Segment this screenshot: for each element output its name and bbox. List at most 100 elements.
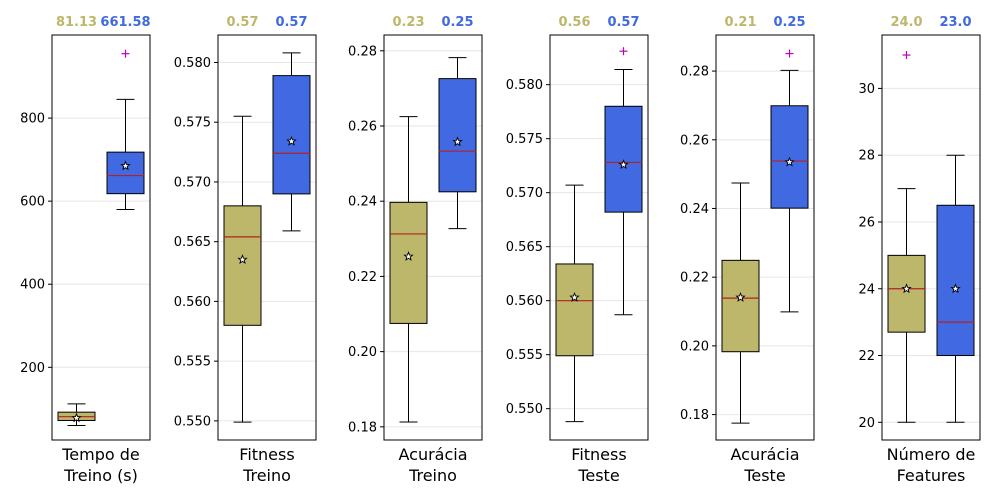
- axes-frame: [51, 34, 151, 441]
- y-tick-label: 30: [858, 82, 875, 97]
- box-iqr: [389, 201, 428, 324]
- y-tick-label: 0.22: [680, 271, 709, 286]
- x-axis-label-line: Treino: [408, 466, 457, 485]
- y-tick-label: 0.22: [348, 270, 377, 285]
- y-tick-label: 0.26: [680, 133, 709, 148]
- mean-marker: [569, 291, 580, 302]
- mean-marker: [950, 283, 961, 294]
- outlier-marker: [902, 51, 911, 60]
- y-tick-label: 0.550: [174, 414, 211, 429]
- y-tick-label: 0.570: [174, 175, 211, 190]
- median-value-label: 0.25: [773, 15, 805, 30]
- box-iqr: [223, 205, 262, 326]
- x-axis-label: Tempo de Treino (s): [61, 445, 140, 485]
- y-tick-label: 0.18: [348, 420, 377, 435]
- y-tick-label: 0.580: [506, 78, 543, 93]
- y-tick-label: 22: [858, 349, 875, 364]
- y-tick-label: 0.565: [506, 240, 543, 255]
- x-axis-label-line: Teste: [743, 466, 785, 485]
- y-tick-label: 26: [858, 215, 875, 230]
- axes-frame: [549, 34, 649, 441]
- outlier-marker: [785, 49, 794, 58]
- y-tick-label: 0.20: [348, 345, 377, 360]
- y-tick-label: 0.560: [174, 295, 211, 310]
- y-tick-label: 800: [20, 112, 45, 127]
- y-tick-label: 0.555: [506, 348, 543, 363]
- axes-frame: [383, 34, 483, 441]
- y-tick-label: 0.570: [506, 186, 543, 201]
- box-iqr: [106, 151, 145, 195]
- x-axis-label: Acurácia Teste: [730, 445, 799, 485]
- x-axis-label-line: Teste: [577, 466, 619, 485]
- median-value-label: 0.57: [607, 15, 639, 30]
- median-value-label: 661.58: [100, 15, 150, 30]
- y-tick-label: 20: [858, 416, 875, 431]
- outlier-marker: [121, 49, 130, 58]
- y-tick-label: 0.575: [506, 132, 543, 147]
- median-value-label: 0.23: [392, 15, 424, 30]
- mean-marker: [784, 156, 795, 167]
- axes-frame: [217, 34, 317, 441]
- box-iqr: [272, 75, 311, 195]
- box-iqr: [936, 204, 975, 357]
- y-tick-label: 0.20: [680, 339, 709, 354]
- x-axis-label-line: Acurácia: [730, 445, 799, 464]
- outlier-marker: [619, 47, 628, 56]
- y-tick-label: 0.575: [174, 116, 211, 131]
- chart-panel-1: 81.13 661.58 200 400 600 800 Tempo de Treino (s…: [20, 15, 150, 485]
- y-tick-label: 0.565: [174, 235, 211, 250]
- y-tick-label: 0.555: [174, 355, 211, 370]
- x-axis-label-line: Fitness: [239, 445, 294, 464]
- box-iqr: [555, 263, 594, 357]
- chart-panel-4: 0.56 0.57 0.550 0.555 0.560 0.565 0.570 0.575 0.…: [506, 15, 649, 485]
- mean-marker: [403, 251, 414, 261]
- x-axis-label: Fitness Treino: [239, 445, 294, 485]
- x-axis-label: Fitness Teste: [571, 445, 626, 485]
- y-tick-label: 600: [20, 195, 45, 210]
- mean-marker: [71, 412, 82, 423]
- median-value-label: 81.13: [56, 15, 97, 30]
- y-tick-label: 400: [20, 278, 45, 293]
- median-value-label: 0.57: [275, 15, 307, 30]
- median-value-label: 0.57: [226, 15, 258, 30]
- y-tick-label: 0.28: [680, 65, 709, 80]
- y-tick-label: 24: [858, 282, 875, 297]
- mean-marker: [452, 136, 463, 147]
- y-tick-label: 0.28: [348, 44, 377, 59]
- chart-panel-5: 0.21 0.25 0.18 0.20 0.22 0.24 0.26 0.28 Acurácia…: [680, 15, 815, 485]
- mean-marker: [286, 135, 297, 146]
- chart-panel-6: 24.0 23.0 20 22 24 26 28 30 Número de Features: [858, 15, 981, 485]
- y-tick-label: 0.24: [348, 195, 377, 210]
- y-tick-label: 0.18: [680, 408, 709, 423]
- y-tick-label: 0.550: [506, 402, 543, 417]
- x-axis-label-line: Features: [897, 466, 966, 485]
- x-axis-label-line: Acurácia: [398, 445, 467, 464]
- mean-marker: [237, 254, 248, 265]
- y-tick-label: 0.26: [348, 120, 377, 135]
- axes-frame: [715, 34, 815, 441]
- median-value-label: 24.0: [890, 15, 922, 30]
- x-axis-label-line: Treino (s): [63, 466, 138, 485]
- x-axis-label-line: Fitness: [571, 445, 626, 464]
- median-value-label: 0.56: [558, 15, 590, 30]
- y-tick-label: 28: [858, 149, 875, 164]
- axes-frame: [881, 34, 981, 441]
- median-value-label: 0.25: [441, 15, 473, 30]
- chart-panel-2: 0.57 0.57 0.550 0.555 0.560 0.565 0.570 0.575 0.…: [174, 15, 317, 485]
- x-axis-label: Acurácia Treino: [398, 445, 467, 485]
- chart-panel-3: 0.23 0.25 0.18 0.20 0.22 0.24 0.26 0.28 Acurácia…: [348, 15, 483, 485]
- mean-marker: [120, 160, 131, 171]
- box-iqr: [721, 259, 760, 353]
- x-axis-label-line: Número de: [887, 445, 976, 464]
- x-axis-label-line: Tempo de: [61, 445, 140, 464]
- y-tick-label: 0.580: [174, 56, 211, 71]
- mean-marker: [618, 159, 629, 170]
- mean-marker: [901, 283, 912, 294]
- median-value-label: 0.21: [724, 15, 756, 30]
- y-tick-label: 0.24: [680, 202, 709, 217]
- box-iqr: [438, 78, 477, 193]
- x-axis-label: Número de Features: [887, 445, 976, 485]
- mean-marker: [735, 291, 746, 302]
- box-iqr: [887, 254, 926, 333]
